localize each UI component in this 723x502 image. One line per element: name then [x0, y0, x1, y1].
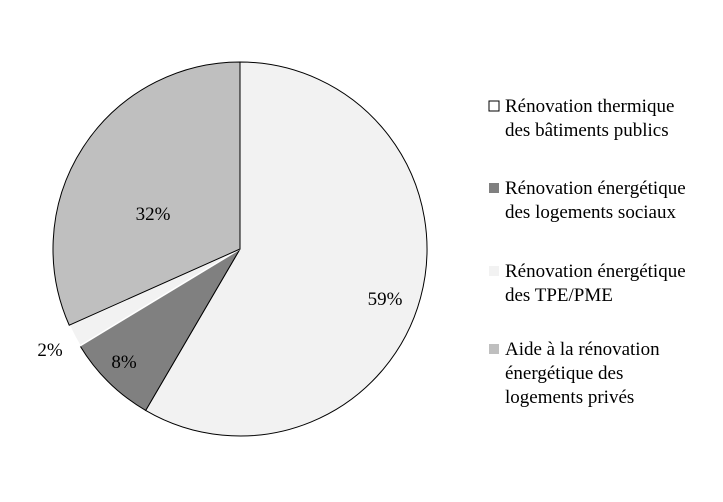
legend-swatch-1 — [488, 100, 500, 112]
data-label-3: 2% — [37, 340, 63, 361]
pie-data-labels: 59% 8% 2% 32% — [37, 204, 402, 373]
legend-label-line: Rénovation énergétique — [505, 261, 686, 282]
legend-swatch-4 — [489, 344, 499, 354]
legend-label-line: logements privés — [505, 387, 634, 408]
data-label-2: 8% — [111, 352, 137, 373]
pie-slice-2 — [79, 248, 241, 412]
legend-label-line: énergétique des — [505, 363, 623, 384]
legend-swatch-2 — [489, 183, 499, 193]
legend-label-line: des TPE/PME — [505, 285, 613, 306]
pie-slice-1 — [144, 61, 428, 437]
data-label-1: 59% — [368, 289, 403, 310]
data-label-4: 32% — [136, 204, 171, 225]
legend-label-line: des bâtiments publics — [505, 120, 669, 141]
legend: Rénovation thermique des bâtiments public… — [488, 96, 686, 408]
legend-label-line: Aide à la rénovation — [505, 339, 660, 360]
legend-label-line: Rénovation thermique — [505, 96, 674, 117]
legend-label-line: Rénovation énergétique — [505, 178, 686, 199]
legend-item-3: Rénovation énergétique des TPE/PME — [489, 261, 686, 306]
legend-item-2: Rénovation énergétique des logements soci… — [489, 178, 686, 223]
legend-item-4: Aide à la rénovation énergétique des logem… — [489, 339, 660, 408]
legend-item-1: Rénovation thermique des bâtiments public… — [488, 96, 674, 141]
legend-label-line: des logements sociaux — [505, 202, 676, 223]
pie-slice-4 — [52, 61, 241, 326]
legend-swatch-3 — [489, 266, 499, 276]
pie-slices — [52, 61, 428, 437]
